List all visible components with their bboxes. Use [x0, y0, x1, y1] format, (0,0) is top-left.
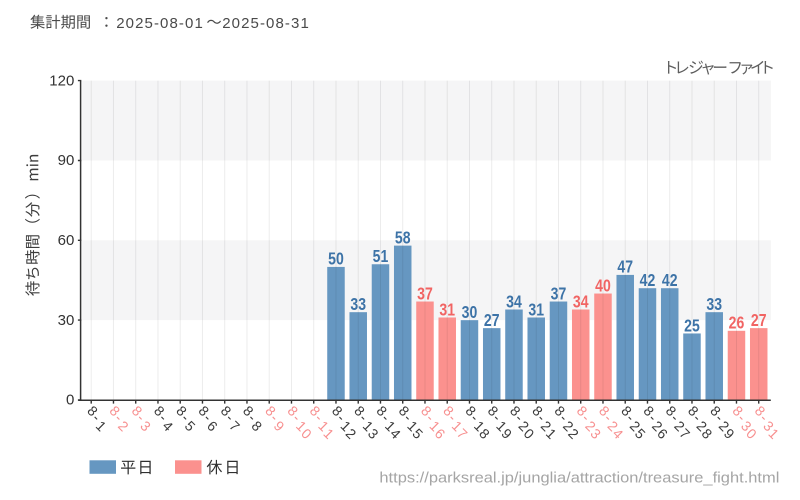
- svg-text:60: 60: [58, 232, 75, 249]
- svg-text:42: 42: [640, 270, 656, 290]
- svg-text:51: 51: [373, 246, 389, 266]
- svg-text:90: 90: [58, 152, 75, 169]
- svg-text:27: 27: [751, 310, 767, 330]
- svg-text:2025-08-31: 2025-08-31: [222, 15, 310, 32]
- svg-text:30: 30: [58, 312, 75, 329]
- svg-text:26: 26: [729, 313, 745, 333]
- svg-text:58: 58: [395, 228, 411, 248]
- svg-text:34: 34: [506, 292, 522, 312]
- svg-text:0: 0: [66, 392, 74, 409]
- svg-text:31: 31: [528, 300, 544, 320]
- svg-text:33: 33: [350, 294, 366, 314]
- svg-text:120: 120: [49, 72, 74, 89]
- svg-text:2025-08-01: 2025-08-01: [116, 15, 204, 32]
- svg-text:40: 40: [595, 276, 611, 296]
- svg-text:30: 30: [462, 302, 478, 322]
- svg-text:50: 50: [328, 249, 344, 269]
- svg-text:37: 37: [551, 284, 567, 304]
- svg-text:33: 33: [706, 294, 722, 314]
- svg-text:31: 31: [439, 300, 455, 320]
- svg-text:37: 37: [417, 284, 433, 304]
- svg-text:42: 42: [662, 270, 678, 290]
- svg-text:25: 25: [684, 316, 700, 336]
- svg-text:27: 27: [484, 310, 500, 330]
- svg-text:34: 34: [573, 292, 589, 312]
- svg-text:https://parksreal.jp/junglia/a: https://parksreal.jp/junglia/attraction/…: [379, 470, 779, 487]
- svg-text:47: 47: [617, 257, 633, 277]
